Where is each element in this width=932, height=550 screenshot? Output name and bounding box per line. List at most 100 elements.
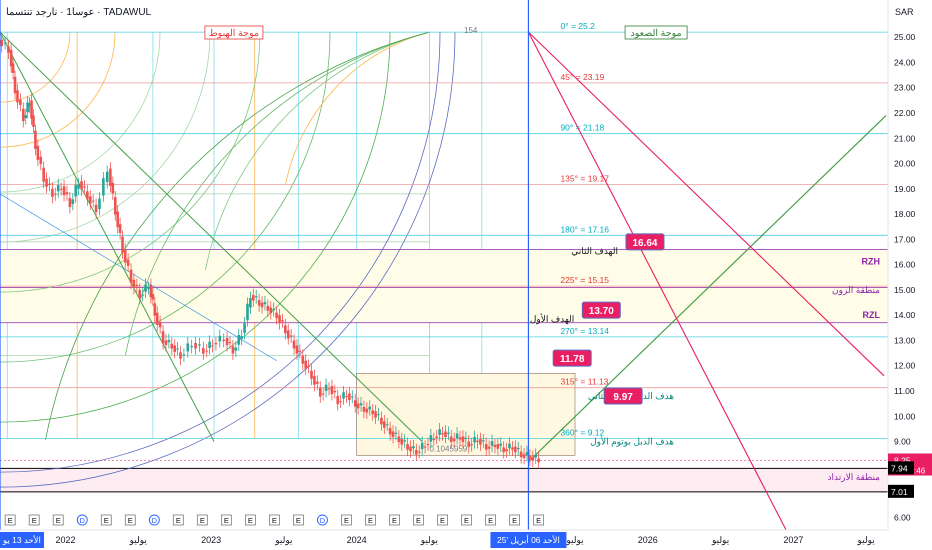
- earnings-marker: [172, 514, 184, 526]
- fibonacci-arc-right: [125, 31, 430, 356]
- box-value-label: 0.1045959: [429, 445, 467, 454]
- earnings-marker: [341, 514, 352, 526]
- price-candle: [21, 108, 25, 122]
- price-candle: [310, 370, 313, 379]
- fibonacci-arc-right: [205, 31, 430, 271]
- price-candle: [342, 392, 345, 399]
- price-candle: [126, 259, 130, 266]
- price-candle: [98, 198, 101, 210]
- price-candle: [65, 192, 69, 195]
- price-candle: [153, 303, 157, 316]
- price-candle: [449, 436, 453, 443]
- price-candle: [397, 436, 401, 443]
- price-candle: [362, 407, 366, 412]
- resistance-red-line: [527, 31, 787, 531]
- price-candle: [251, 294, 255, 301]
- price-candle: [388, 428, 392, 435]
- price-candle: [147, 287, 150, 289]
- right-date-text: الأحد 06 أبريل '25: [497, 533, 560, 546]
- time-axis-tick: يوليو: [420, 535, 439, 546]
- price-candle: [211, 345, 214, 347]
- time-axis-tick: يوليو: [274, 535, 293, 546]
- price-candle: [32, 115, 35, 127]
- price-candle: [173, 345, 176, 352]
- price-candle: [519, 451, 523, 458]
- price-axis-tick: 21.00: [894, 133, 916, 143]
- price-candle: [86, 191, 89, 200]
- price-candle: [269, 307, 273, 314]
- price-candle: [237, 334, 241, 345]
- fibonacci-arc-right: [45, 31, 430, 441]
- price-candle: [394, 432, 398, 434]
- time-axis-tick: يوليو: [129, 535, 148, 546]
- price-candle: [455, 433, 459, 439]
- price-candle: [324, 384, 328, 391]
- currency-label[interactable]: SAR: [895, 7, 914, 17]
- price-candle: [438, 429, 441, 435]
- target-badge: [581, 301, 621, 319]
- fan-level-label: 225° = 15.15: [560, 275, 609, 285]
- down-wave-line: [0, 31, 423, 442]
- earnings-marker-text: E: [464, 516, 469, 525]
- price-candle: [111, 182, 115, 194]
- price-candle: [301, 355, 305, 364]
- price-candle: [228, 342, 232, 344]
- price-candle: [295, 345, 299, 354]
- gann-fan-layer: 0° = 25.2 45° = 23.19 90° = 21.18 135° = 19…: [0, 21, 888, 439]
- fibonacci-arc: [0, 32, 116, 148]
- earnings-marker-text: E: [248, 516, 253, 525]
- price-candle: [36, 145, 40, 160]
- price-axis-tick: 17.00: [894, 234, 916, 244]
- double-bottom-label: هدف الدبل بوتوم الأول: [590, 436, 674, 448]
- price-candle: [198, 344, 201, 346]
- fan-level-label: 90° = 21.18: [560, 123, 604, 133]
- price-candle: [348, 393, 351, 400]
- dividend-marker-text: D: [320, 516, 326, 525]
- price-candle: [511, 447, 514, 450]
- earnings-marker-text: E: [344, 516, 349, 525]
- level-tag: [888, 484, 914, 498]
- price-candle: [484, 444, 488, 450]
- target-badge: [603, 387, 643, 405]
- earnings-marker-text: E: [56, 516, 61, 525]
- price-axis-tick: 18.00: [894, 209, 916, 219]
- earnings-marker: [244, 514, 256, 526]
- earnings-marker: [509, 514, 521, 526]
- price-candle: [383, 421, 386, 428]
- price-candle: [51, 188, 54, 197]
- price-candle: [298, 350, 302, 352]
- time-axis-tick: يوليو: [565, 535, 584, 546]
- price-candle: [158, 321, 162, 328]
- price-candle: [246, 303, 249, 321]
- price-candle: [415, 449, 418, 455]
- price-axis-tick: 24.00: [894, 57, 916, 67]
- dividend-marker: [76, 514, 88, 526]
- price-candle: [490, 441, 494, 446]
- target-value: 16.64: [632, 238, 657, 249]
- target-value: 11.78: [560, 354, 585, 365]
- price-candle: [7, 46, 10, 53]
- price-candle: [505, 449, 508, 452]
- earnings-marker: [413, 514, 424, 526]
- earnings-marker-text: E: [104, 516, 109, 525]
- price-candle: [429, 435, 433, 442]
- price-candle: [470, 444, 473, 446]
- price-candle: [525, 452, 529, 456]
- price-candle: [19, 99, 22, 105]
- price-candle: [441, 433, 444, 435]
- price-candle: [218, 335, 222, 342]
- earnings-marker: [4, 514, 16, 526]
- price-candle: [403, 440, 406, 442]
- price-candle: [499, 443, 503, 446]
- price-candle: [435, 436, 439, 438]
- down-wave-helper: [0, 193, 277, 361]
- price-candle: [412, 446, 415, 449]
- symbol-title[interactable]: عوسا1 · نارجد تنتسما · TADAWUL: [6, 7, 152, 18]
- earnings-marker-text: E: [200, 516, 205, 525]
- price-candle: [493, 444, 497, 448]
- price-candle: [222, 339, 225, 341]
- earnings-marker-text: E: [128, 516, 133, 525]
- fibonacci-arc: [0, 32, 441, 473]
